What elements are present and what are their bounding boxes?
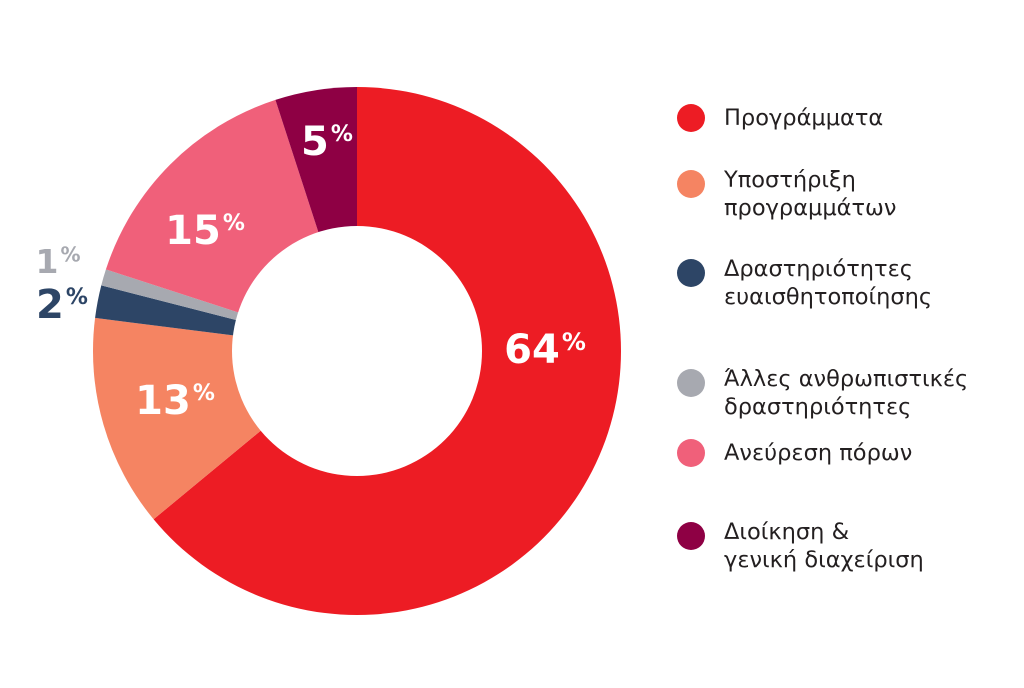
slice-1-value-label: 64%: [504, 327, 586, 373]
legend-swatch: [677, 439, 705, 467]
legend-swatch: [677, 259, 705, 287]
slice-3-value-label: 2%: [36, 282, 88, 328]
legend-item-1: Προγράμματα: [677, 104, 883, 132]
donut-hole: [232, 226, 482, 476]
legend-swatch: [677, 104, 705, 132]
legend-label: γενική διαχείριση: [724, 547, 924, 573]
legend-label: Διοίκηση &: [724, 519, 849, 545]
slice-4-value-label: 1%: [35, 242, 80, 281]
slice-5-value-label: 15%: [165, 208, 245, 254]
slice-6-value-label: 5%: [301, 119, 353, 165]
legend-label: Προγράμματα: [724, 105, 883, 131]
legend-swatch: [677, 170, 705, 198]
legend-label: Δραστηριότητες: [724, 256, 913, 282]
legend-label: Ανεύρεση πόρων: [724, 440, 912, 466]
legend-swatch: [677, 522, 705, 550]
legend-item-5: Ανεύρεση πόρων: [677, 439, 912, 467]
legend-item-6: Διοίκηση &γενική διαχείριση: [677, 519, 924, 573]
legend-label: Υποστήριξη: [723, 167, 856, 193]
legend-swatch: [677, 369, 705, 397]
slice-labels: 64% 13% 2%1 % 15% 5%: [35, 119, 585, 424]
slice-2-value-label: 13%: [135, 378, 215, 424]
legend-label: προγραμμάτων: [724, 195, 896, 221]
legend-label: Άλλες ανθρωπιστικές: [724, 366, 968, 392]
legend-label: δραστηριότητες: [724, 394, 911, 420]
legend-label: ευαισθητοποίησης: [724, 284, 932, 310]
